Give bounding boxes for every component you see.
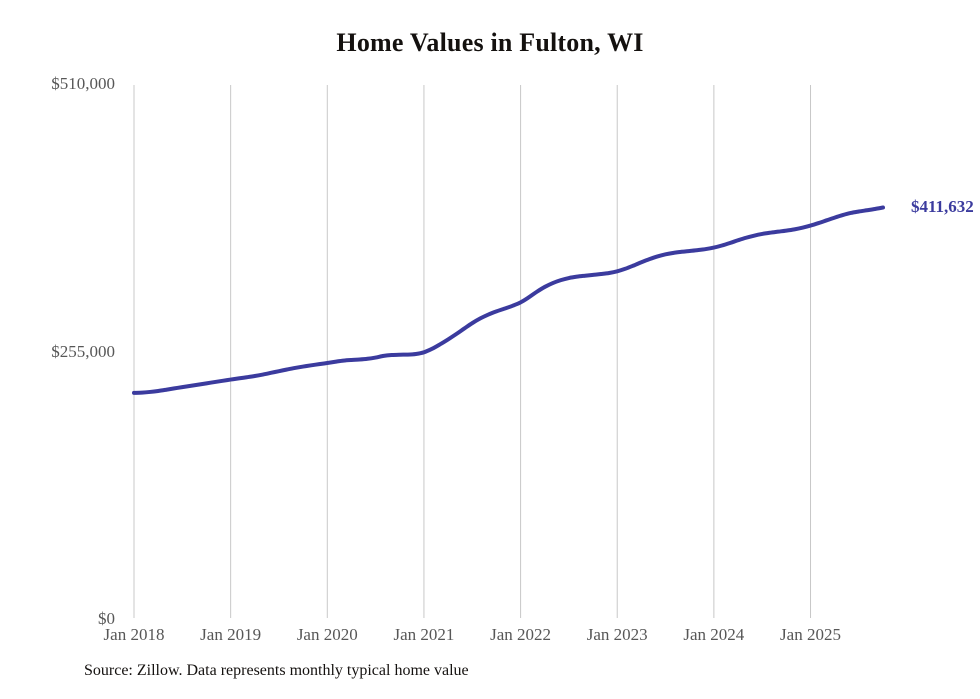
y-tick-label: $255,000 bbox=[51, 341, 115, 361]
x-tick-label: Jan 2023 bbox=[586, 625, 648, 644]
y-tick-label: $0 bbox=[98, 609, 115, 628]
x-tick-label: Jan 2021 bbox=[393, 625, 455, 644]
x-tick-label: Jan 2020 bbox=[296, 625, 358, 644]
source-caption: Source: Zillow. Data represents monthly … bbox=[84, 662, 469, 679]
x-tick-label: Jan 2019 bbox=[200, 625, 262, 644]
series-group bbox=[132, 205, 885, 395]
x-tick-label: Jan 2022 bbox=[490, 625, 552, 644]
end-value-label: $411,632 bbox=[911, 196, 974, 216]
x-tick-label: Jan 2018 bbox=[103, 625, 165, 644]
y-tick-label: $510,000 bbox=[51, 74, 115, 93]
gridlines bbox=[133, 85, 812, 618]
chart-title: Home Values in Fulton, WI bbox=[336, 28, 644, 57]
x-tick-label: Jan 2025 bbox=[780, 625, 841, 644]
x-tick-label: Jan 2024 bbox=[683, 625, 745, 644]
series-line-typical-home-value bbox=[132, 205, 885, 395]
